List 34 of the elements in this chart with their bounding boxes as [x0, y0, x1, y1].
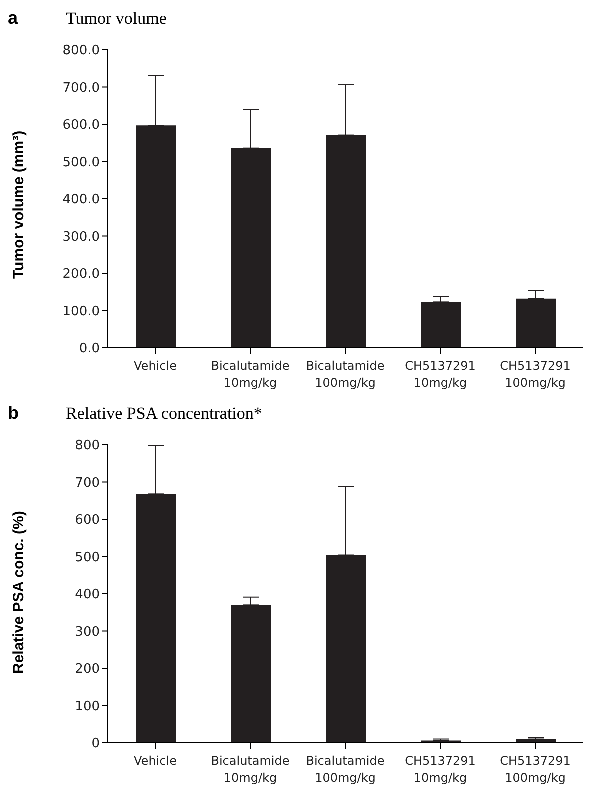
y-tick-label: 200: [75, 662, 100, 678]
y-tick-label: 0.0: [79, 342, 100, 357]
y-tick-label: 700.0: [62, 80, 100, 96]
y-tick-label: 600: [75, 513, 100, 528]
x-tick-label: CH5137291 100mg/kg: [500, 359, 571, 390]
y-tick-label: 800.0: [62, 44, 100, 59]
y-axis-title: Relative PSA conc. (%): [10, 511, 28, 674]
y-tick-label: 100: [75, 699, 100, 714]
text: a: [8, 8, 20, 29]
y-tick-label: 200.0: [62, 267, 100, 282]
x-tick-label: Vehicle: [134, 754, 177, 768]
y-tick-label: 300.0: [62, 230, 100, 245]
y-tick-label: 300: [75, 624, 100, 640]
y-tick-label: 500: [75, 550, 100, 566]
x-tick-label: Bicalutamide 10mg/kg: [211, 359, 290, 390]
y-tick-label: 0: [92, 736, 100, 752]
y-tick-label: 700: [75, 476, 100, 491]
chart-title: Tumor volume: [66, 9, 167, 29]
y-axis-title: Tumor volume (mm³): [10, 130, 28, 279]
y-tick-label: 400.0: [62, 192, 100, 208]
y-tick-label: 400: [75, 588, 100, 603]
x-tick-label: Bicalutamide 100mg/kg: [306, 754, 385, 785]
x-tick-label: Vehicle: [134, 359, 177, 373]
x-tick-label: Bicalutamide 10mg/kg: [211, 754, 290, 785]
x-tick-label: CH5137291 100mg/kg: [500, 754, 571, 785]
y-tick-label: 800: [75, 438, 100, 454]
y-tick-label: 500.0: [62, 155, 100, 170]
x-tick-label: CH5137291 10mg/kg: [405, 754, 476, 785]
text: b: [8, 403, 20, 424]
y-tick-label: 600.0: [62, 118, 100, 134]
y-tick-label: 100.0: [62, 304, 100, 320]
x-tick-label: Bicalutamide 100mg/kg: [306, 359, 385, 390]
x-tick-label: CH5137291 10mg/kg: [405, 359, 476, 390]
chart-title: Relative PSA concentration*: [66, 404, 262, 424]
